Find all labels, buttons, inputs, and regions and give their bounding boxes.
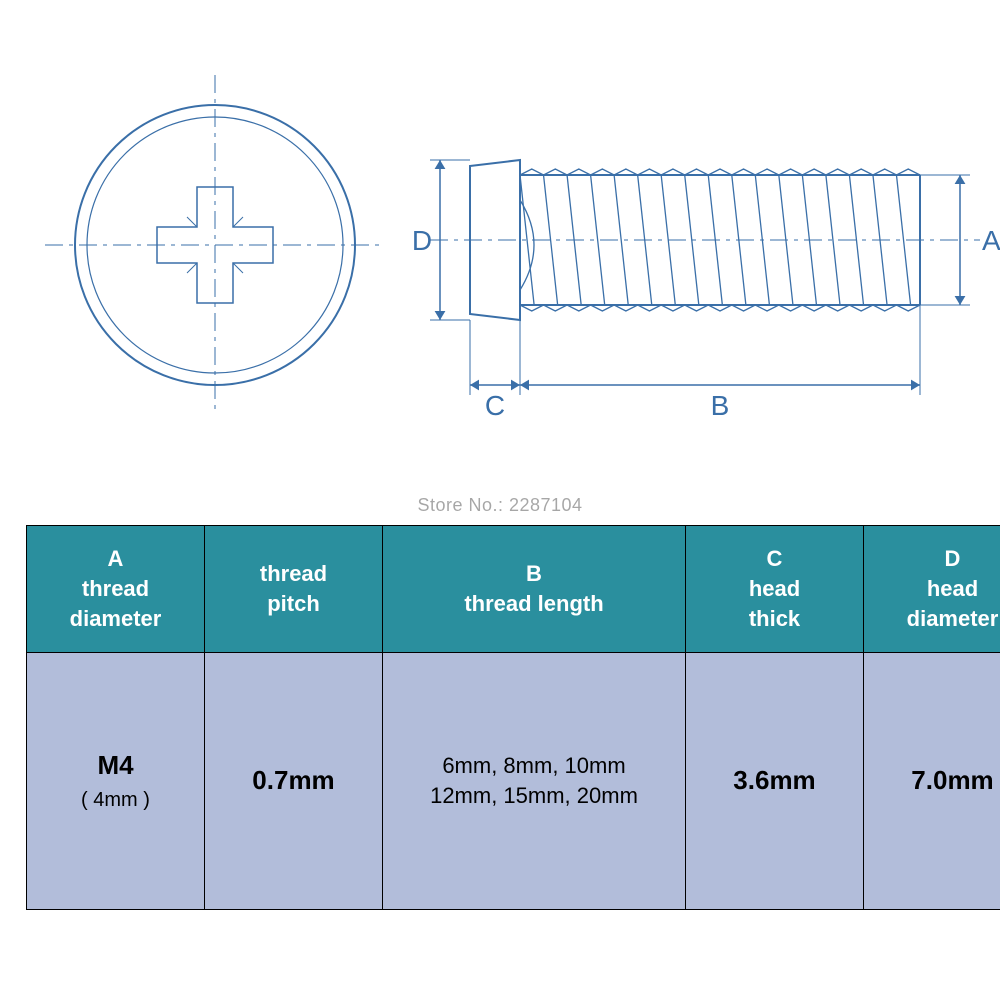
table-data-row: M4( 4mm )0.7mm6mm, 8mm, 10mm12mm, 15mm, …: [27, 653, 1000, 910]
store-watermark: Store No.: 2287104: [417, 495, 582, 516]
screw-diagram: D A C B: [0, 0, 1000, 480]
cell-C: 3.6mm: [686, 653, 864, 910]
header-A: Athreaddiameter: [27, 526, 205, 653]
svg-text:C: C: [485, 390, 505, 421]
svg-text:A: A: [982, 225, 1000, 256]
header-D: Dheaddiameter: [864, 526, 1000, 653]
header-B: Bthread length: [383, 526, 686, 653]
cell-A: M4( 4mm ): [27, 653, 205, 910]
cell-D: 7.0mm: [864, 653, 1000, 910]
header-C: Cheadthick: [686, 526, 864, 653]
spec-table: AthreaddiameterthreadpitchBthread length…: [26, 525, 1000, 910]
cell-B: 6mm, 8mm, 10mm12mm, 15mm, 20mm: [383, 653, 686, 910]
diagram-area: D A C B: [0, 0, 1000, 480]
cell-pitch: 0.7mm: [205, 653, 383, 910]
svg-text:B: B: [711, 390, 730, 421]
header-P: threadpitch: [205, 526, 383, 653]
svg-text:D: D: [412, 225, 432, 256]
table-header-row: AthreaddiameterthreadpitchBthread length…: [27, 526, 1000, 653]
